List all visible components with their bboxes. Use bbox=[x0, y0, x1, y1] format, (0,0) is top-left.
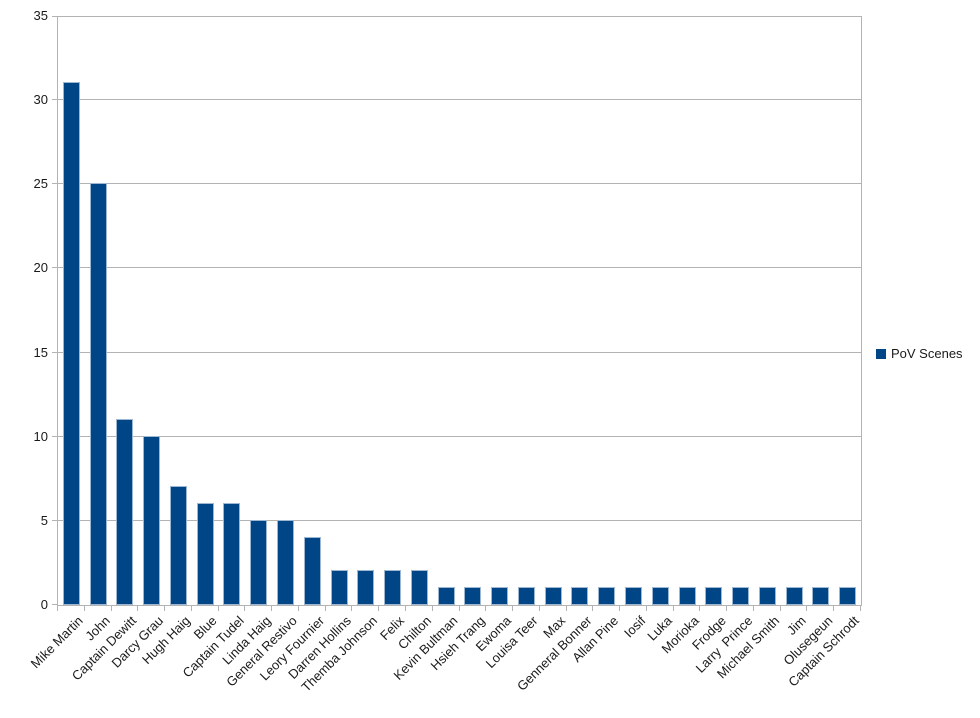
y-axis-tick bbox=[52, 183, 57, 184]
x-axis-tick bbox=[84, 606, 85, 611]
x-axis-tick bbox=[699, 606, 700, 611]
bar-darcy-grau bbox=[143, 436, 161, 605]
x-axis-tick bbox=[619, 606, 620, 611]
x-axis-tick bbox=[271, 606, 272, 611]
y-axis-tick-label: 20 bbox=[33, 260, 48, 275]
x-axis-tick bbox=[646, 606, 647, 611]
bar-kevin-bultman bbox=[437, 587, 455, 605]
bar-felix bbox=[384, 570, 402, 605]
gridline bbox=[58, 99, 861, 100]
gridline bbox=[58, 436, 861, 437]
bar-jim bbox=[785, 587, 803, 605]
x-axis-tick bbox=[325, 606, 326, 611]
y-axis-tick bbox=[52, 352, 57, 353]
y-axis-tick-label: 30 bbox=[33, 92, 48, 107]
bar-louisa-teer bbox=[517, 587, 535, 605]
bar-darren-hollins bbox=[330, 570, 348, 605]
bar-michael-smith bbox=[758, 587, 776, 605]
bar-morioka bbox=[678, 587, 696, 605]
y-axis-tick-label: 10 bbox=[33, 429, 48, 444]
y-axis-tick-label: 35 bbox=[33, 8, 48, 23]
gridline bbox=[58, 16, 861, 17]
x-axis-tick bbox=[164, 606, 165, 611]
x-axis-tick bbox=[137, 606, 138, 611]
x-axis-tick bbox=[833, 606, 834, 611]
x-axis-tick bbox=[566, 606, 567, 611]
x-axis-tick bbox=[539, 606, 540, 611]
y-axis-tick-label: 25 bbox=[33, 176, 48, 191]
gridline bbox=[58, 352, 861, 353]
gridline bbox=[58, 267, 861, 268]
gridline bbox=[58, 520, 861, 521]
legend-label: PoV Scenes bbox=[891, 346, 963, 361]
gridline bbox=[58, 183, 861, 184]
bar-chilton bbox=[410, 570, 428, 605]
x-axis-tick bbox=[780, 606, 781, 611]
bar-hsieh-trang bbox=[464, 587, 482, 605]
x-axis-tick bbox=[592, 606, 593, 611]
y-axis-tick bbox=[52, 267, 57, 268]
bar-general-restivo bbox=[277, 520, 295, 605]
y-axis-tick bbox=[52, 604, 57, 605]
bar-captain-schrodt bbox=[839, 587, 857, 605]
x-axis-tick bbox=[191, 606, 192, 611]
bar-john bbox=[89, 183, 107, 605]
x-axis-tick bbox=[57, 606, 58, 611]
bar-larry-prince bbox=[732, 587, 750, 605]
x-axis-tick bbox=[860, 606, 861, 611]
x-axis-category-label: Iosif bbox=[620, 613, 649, 641]
x-axis-tick bbox=[298, 606, 299, 611]
bar-olusegeun bbox=[812, 587, 830, 605]
bar-leory-fournier bbox=[303, 537, 321, 605]
x-axis-tick bbox=[405, 606, 406, 611]
x-axis-tick bbox=[111, 606, 112, 611]
bar-blue bbox=[196, 503, 214, 605]
bar-hugh-haig bbox=[169, 486, 187, 605]
x-axis-tick bbox=[378, 606, 379, 611]
x-axis-tick bbox=[351, 606, 352, 611]
x-axis-tick bbox=[459, 606, 460, 611]
bar-luka bbox=[651, 587, 669, 605]
y-axis-tick-label: 5 bbox=[40, 513, 48, 528]
legend-swatch-icon bbox=[876, 348, 886, 359]
plot-area bbox=[57, 16, 862, 606]
bar-frodge bbox=[705, 587, 723, 605]
y-axis-tick bbox=[52, 520, 57, 521]
bar-mike-martin bbox=[62, 82, 80, 605]
y-axis-tick-label: 15 bbox=[33, 345, 48, 360]
x-axis-tick bbox=[673, 606, 674, 611]
bar-ewoma bbox=[491, 587, 509, 605]
bar-captain-tudel bbox=[223, 503, 241, 605]
bar-linda-haig bbox=[250, 520, 268, 605]
x-axis-tick bbox=[753, 606, 754, 611]
bar-captain-dewitt bbox=[116, 419, 134, 605]
x-axis-tick bbox=[512, 606, 513, 611]
bar-max bbox=[544, 587, 562, 605]
x-axis-tick bbox=[806, 606, 807, 611]
y-axis-tick bbox=[52, 436, 57, 437]
bar-themba-johnson bbox=[357, 570, 375, 605]
x-axis-tick bbox=[485, 606, 486, 611]
y-axis-tick-label: 0 bbox=[40, 597, 48, 612]
x-axis-tick bbox=[244, 606, 245, 611]
bar-iosif bbox=[624, 587, 642, 605]
y-axis-tick bbox=[52, 16, 57, 17]
legend: PoV Scenes bbox=[876, 346, 963, 361]
x-axis-tick bbox=[218, 606, 219, 611]
bar-genneral-bonner bbox=[571, 587, 589, 605]
bar-allan-pine bbox=[598, 587, 616, 605]
x-axis-tick bbox=[726, 606, 727, 611]
x-axis-tick bbox=[432, 606, 433, 611]
y-axis-tick bbox=[52, 99, 57, 100]
